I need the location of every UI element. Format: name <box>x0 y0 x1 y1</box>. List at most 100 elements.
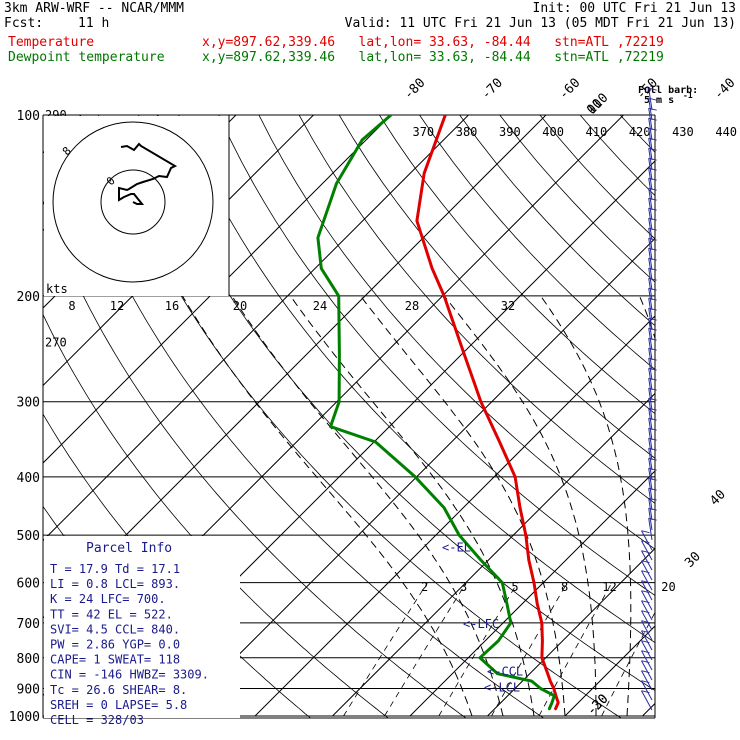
mixing-ratio-line <box>438 582 518 717</box>
parcel-info-row: CAPE= 1 SWEAT= 118 <box>50 653 180 667</box>
theta-tick-label: 380 <box>456 125 478 139</box>
wind-barb-flag <box>648 397 657 401</box>
wind-barb-flag <box>648 507 657 511</box>
wind-barb-flag <box>648 137 657 141</box>
moist-adiabat-line <box>360 295 566 717</box>
temperature-point <box>546 672 549 675</box>
mixing-ratio-line <box>343 582 428 717</box>
temperature-point <box>554 708 557 711</box>
dry-adiabat-line <box>419 115 655 370</box>
wind-barb-flag <box>648 367 657 371</box>
temperature-point <box>423 172 426 175</box>
dry-adiabat-line <box>379 115 655 415</box>
level-marker-ccl: <-CCL <box>487 664 523 678</box>
valid-time: Valid: 11 UTC Fri 21 Jun 13 (05 MDT Fri … <box>344 16 736 31</box>
mixing-ratio-line <box>491 582 568 717</box>
parcel-info-row: CIN = -146 HWBZ= 3309. <box>50 668 209 682</box>
hodograph-ring-label: 16 <box>165 299 179 313</box>
theta-tick-label: 390 <box>499 125 521 139</box>
parcel-info-row: K = 24 LFC= 700. <box>50 592 166 606</box>
dewpoint-point <box>551 701 553 704</box>
pressure-tick-label: 1000 <box>9 710 40 725</box>
dewpoint-point <box>479 559 482 561</box>
wind-barb <box>641 560 653 581</box>
dewpoint-point <box>320 267 323 270</box>
mixing-ratio-tick-label: 2 <box>421 580 428 594</box>
wind-barb-flag <box>648 177 657 181</box>
wind-barb <box>641 530 653 551</box>
dewpoint-point <box>509 621 512 624</box>
dewpoint-point <box>361 138 364 141</box>
mixing-ratio-tick-label: 3 <box>460 580 467 594</box>
parcel-info-row: SVI= 4.5 CCL= 840. <box>50 622 180 636</box>
wind-barb <box>641 600 653 621</box>
wind-barb <box>641 570 653 591</box>
temperature-location: x,y=897.62,339.46 lat,lon= 33.63, -84.44… <box>202 35 664 50</box>
wind-barb-flag <box>641 570 650 574</box>
temperature-point <box>557 701 560 704</box>
parcel-info-row: CELL = 328/03 <box>50 713 144 727</box>
wind-barb-flag <box>648 247 657 251</box>
level-marker-lfc: <-LFC <box>463 617 499 631</box>
hodograph-ring <box>100 169 166 235</box>
temperature-point <box>541 639 544 642</box>
wind-barb-flag <box>641 560 650 564</box>
theta-tick-label: 270 <box>45 336 67 350</box>
dry-adiabat-line <box>218 115 655 596</box>
dewpoint-point <box>505 602 508 605</box>
isotherm-line <box>409 470 655 717</box>
parcel-info-row: LI = 0.8 LCL= 893. <box>50 577 180 591</box>
wind-barb <box>641 540 653 561</box>
wind-barb-flag <box>648 377 657 381</box>
dry-adiabat-line <box>619 115 655 153</box>
parcel-info-row: PW = 2.86 YGP= 0.0 <box>50 638 180 652</box>
wind-barb-flag <box>648 147 657 151</box>
dewpoint-point <box>501 581 504 584</box>
mixing-ratio-line <box>384 582 467 717</box>
full-barb-legend-title: Full barb: <box>638 85 698 96</box>
hodograph-ring-label: 12 <box>110 299 124 313</box>
isotherm-line <box>43 115 469 542</box>
wind-barb-flag <box>648 97 657 101</box>
theta-tick-label: 440 <box>715 125 737 139</box>
pressure-tick-label: 900 <box>17 682 40 697</box>
wind-barb <box>641 550 653 571</box>
wind-barb <box>641 630 653 651</box>
temperature-point <box>540 621 543 624</box>
dewpoint-location: x,y=897.62,339.46 lat,lon= 33.63, -84.44… <box>202 50 664 65</box>
temperature-point <box>536 602 539 605</box>
dry-adiabat-line <box>579 115 655 197</box>
dewpoint-point <box>497 639 500 642</box>
wind-barb <box>641 580 653 601</box>
wind-barb-flag <box>648 257 657 261</box>
wind-barb-flag <box>648 87 657 91</box>
wind-barb-flag <box>648 217 657 221</box>
wind-barb-flag <box>648 437 657 441</box>
moist-adiabat-line <box>181 295 473 717</box>
parcel-info-row: Tc = 26.6 SHEAR= 8. <box>50 683 187 697</box>
isotherm-line <box>564 625 655 717</box>
dewpoint-point <box>374 441 377 443</box>
dry-adiabat-line <box>701 115 740 729</box>
wind-barb-flag <box>648 467 657 471</box>
full-barb-legend-sup: -1 <box>683 91 693 100</box>
wind-barb-flag <box>648 347 657 351</box>
wind-barb-flag <box>648 327 657 331</box>
isotherm-tick-label: 40 <box>707 487 729 509</box>
wind-barb <box>641 650 653 671</box>
level-marker-lcl: <-LCL <box>484 680 520 694</box>
wind-barb <box>648 518 653 541</box>
dewpoint-point <box>553 694 556 697</box>
wind-barb-flag <box>648 287 657 291</box>
wind-barb-flag <box>641 540 650 544</box>
temperature-point <box>552 687 555 690</box>
wind-barb-flag <box>648 317 657 321</box>
wind-barb <box>641 690 653 711</box>
temperature-point <box>524 534 527 537</box>
theta-tick-label: 430 <box>672 125 694 139</box>
theta-tick-label: 420 <box>629 125 651 139</box>
moist-adiabat-line <box>231 295 504 717</box>
wind-barb-flag <box>641 690 650 694</box>
init-time: Init: 00 UTC Fri 21 Jun 13 <box>532 1 737 16</box>
